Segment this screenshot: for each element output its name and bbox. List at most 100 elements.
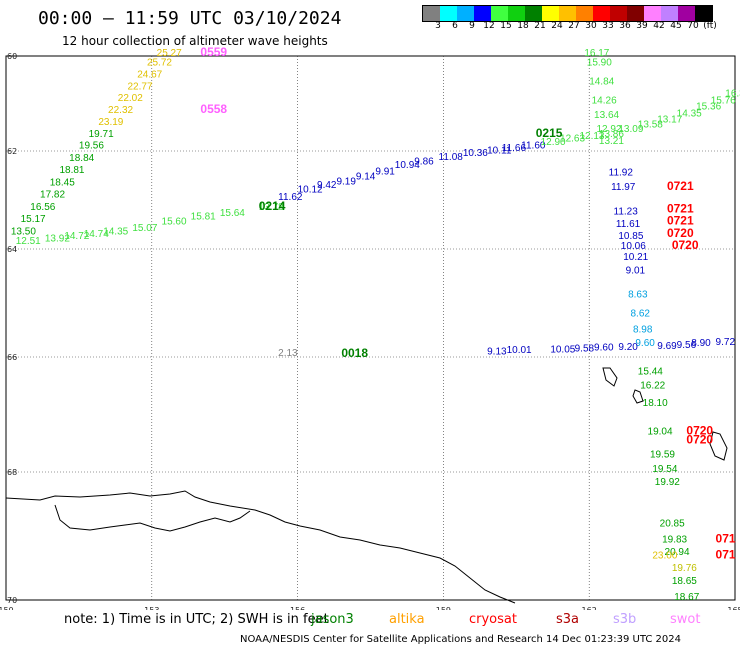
wave-height-label: 20.85: [660, 518, 685, 529]
wave-height-label: 23.00: [652, 550, 677, 561]
lon-tick-label: 153: [144, 606, 159, 610]
wave-height-label: 9.60: [635, 338, 655, 349]
colorbar-swatch: [627, 6, 644, 21]
colorbar-label: (ft): [703, 21, 717, 31]
wave-height-label: 11.23: [614, 207, 639, 218]
colorbar-label: 45: [670, 21, 682, 31]
legend-s3b: s3b: [613, 612, 637, 627]
wave-height-label: 9.20: [618, 342, 638, 353]
map-grid: [5, 55, 736, 601]
colorbar-label: 42: [653, 21, 665, 31]
wave-height-label: 19.71: [89, 129, 114, 140]
wave-height-label: 19.83: [662, 534, 687, 545]
wave-height-label: 13.21: [599, 136, 624, 147]
wave-height-label: 10.21: [623, 252, 648, 263]
wave-height-label: 15.44: [638, 366, 663, 377]
wave-height-label: 14.26: [592, 96, 617, 107]
wave-height-label: 11.61: [616, 219, 641, 230]
wave-height-label: 25.27: [157, 48, 182, 59]
lat-tick-label: 64: [7, 245, 17, 254]
pass-time-label: 0720: [672, 238, 699, 252]
map-frame: [5, 55, 736, 601]
wave-height-label: 18.81: [59, 165, 84, 176]
wave-height-label: 23.19: [98, 117, 123, 128]
pass-time-label: 0721: [667, 214, 694, 228]
wave-height-label: 17.82: [40, 190, 65, 201]
wave-height-label: 18.84: [69, 153, 94, 164]
wave-height-label: 11.92: [609, 168, 634, 179]
altimeter-map: 150 153 156 159 162 165 60 62 64 66 68 70 12.51 13.9…: [0, 45, 740, 610]
wave-height-label: 9.01: [626, 265, 646, 276]
wave-height-label: 19.92: [655, 477, 680, 488]
colorbar-label: 12: [483, 21, 495, 31]
lat-tick-label: 66: [7, 353, 17, 362]
wave-height-label: 11.97: [611, 182, 636, 193]
map-subtitle: 12 hour collection of altimeter wave hei…: [62, 34, 328, 48]
wave-height-label: 9.69: [657, 341, 677, 352]
colorbar-label: 6: [452, 21, 458, 31]
pass-time-label: 0215: [536, 126, 563, 140]
colorbar-swatch: [423, 6, 440, 21]
colorbar-swatch: [644, 6, 661, 21]
wave-height-label: 12.92: [596, 124, 621, 135]
wave-height-label: 10.06: [621, 241, 646, 252]
colorbar-label: 27: [568, 21, 580, 31]
colorbar-swatch: [491, 6, 508, 21]
colorbar-label: 24: [551, 21, 563, 31]
wave-height-label: 12.51: [16, 236, 41, 247]
wave-height-label: 15.60: [162, 217, 187, 228]
wave-height-label: 8.90: [691, 338, 711, 349]
wave-height-label: 24.67: [137, 69, 162, 80]
wave-height-label: 11.60: [521, 141, 546, 152]
colorbar-swatch: [542, 6, 559, 21]
wave-height-label: 14.84: [589, 77, 614, 88]
mainland-coastline: [5, 490, 516, 604]
wave-height-label: 9.42: [317, 180, 337, 191]
axis-ticks: 150 153 156 159 162 165 60 62 64 66 68 70: [0, 52, 740, 610]
colorbar-label: 9: [469, 21, 475, 31]
wave-height-label: 13.86: [599, 129, 624, 140]
wave-height-label: 13.17: [657, 115, 682, 126]
legend-altika: altika: [389, 612, 425, 627]
coastline: [5, 367, 728, 604]
colorbar-label: 3: [435, 21, 441, 31]
pass-time-label: 071: [716, 531, 736, 545]
colorbar-swatch: [457, 6, 474, 21]
pass-time-label: 071: [716, 547, 736, 561]
pass-time-label: 0720: [667, 226, 694, 240]
wave-height-label: 19.59: [650, 450, 675, 461]
wave-height-label: 14.35: [677, 108, 702, 119]
colorbar-swatch: [474, 6, 491, 21]
wave-height-label: 18.45: [50, 177, 75, 188]
lon-tick-label: 162: [582, 606, 597, 610]
lon-tick-label: 165: [727, 606, 740, 610]
wave-height-label: 18.10: [643, 398, 668, 409]
colorbar-label: 33: [602, 21, 614, 31]
legend-cryosat: cryosat: [469, 612, 517, 627]
colorbar-label: 36: [619, 21, 631, 31]
lon-tick-label: 159: [436, 606, 451, 610]
map-title: 00:00 – 11:59 UTC 03/10/2024: [38, 8, 342, 29]
wave-height-label: 9.14: [356, 171, 376, 182]
pass-time-label: 0720: [686, 424, 713, 438]
wave-height-label: 13.78: [259, 202, 284, 213]
wave-height-label: 8.63: [628, 290, 648, 301]
wave-height-label: 10.85: [618, 231, 643, 242]
wave-height-label: 14.35: [103, 226, 128, 237]
wave-height-label: 15.76: [711, 96, 736, 107]
wave-height-label: 13.64: [594, 110, 619, 121]
wave-height-label: 15.90: [587, 58, 612, 69]
wave-height-label: 19.04: [648, 427, 673, 438]
wave-height-label: 15.64: [220, 208, 245, 219]
wave-height-label: 15.81: [191, 212, 216, 223]
colorbar-swatch: [610, 6, 627, 21]
satellite-legend: jason3 altika cryosat s3a s3b swot: [311, 612, 731, 630]
pass-time-label: 0558: [200, 102, 227, 116]
legend-jason3: jason3: [311, 612, 354, 627]
wave-height-label: 11.08: [439, 152, 464, 163]
legend-swot: swot: [670, 612, 701, 627]
colorbar-swatch: [559, 6, 576, 21]
wave-height-label: 12.13: [579, 131, 604, 142]
wave-height-label: 15.36: [696, 102, 721, 113]
